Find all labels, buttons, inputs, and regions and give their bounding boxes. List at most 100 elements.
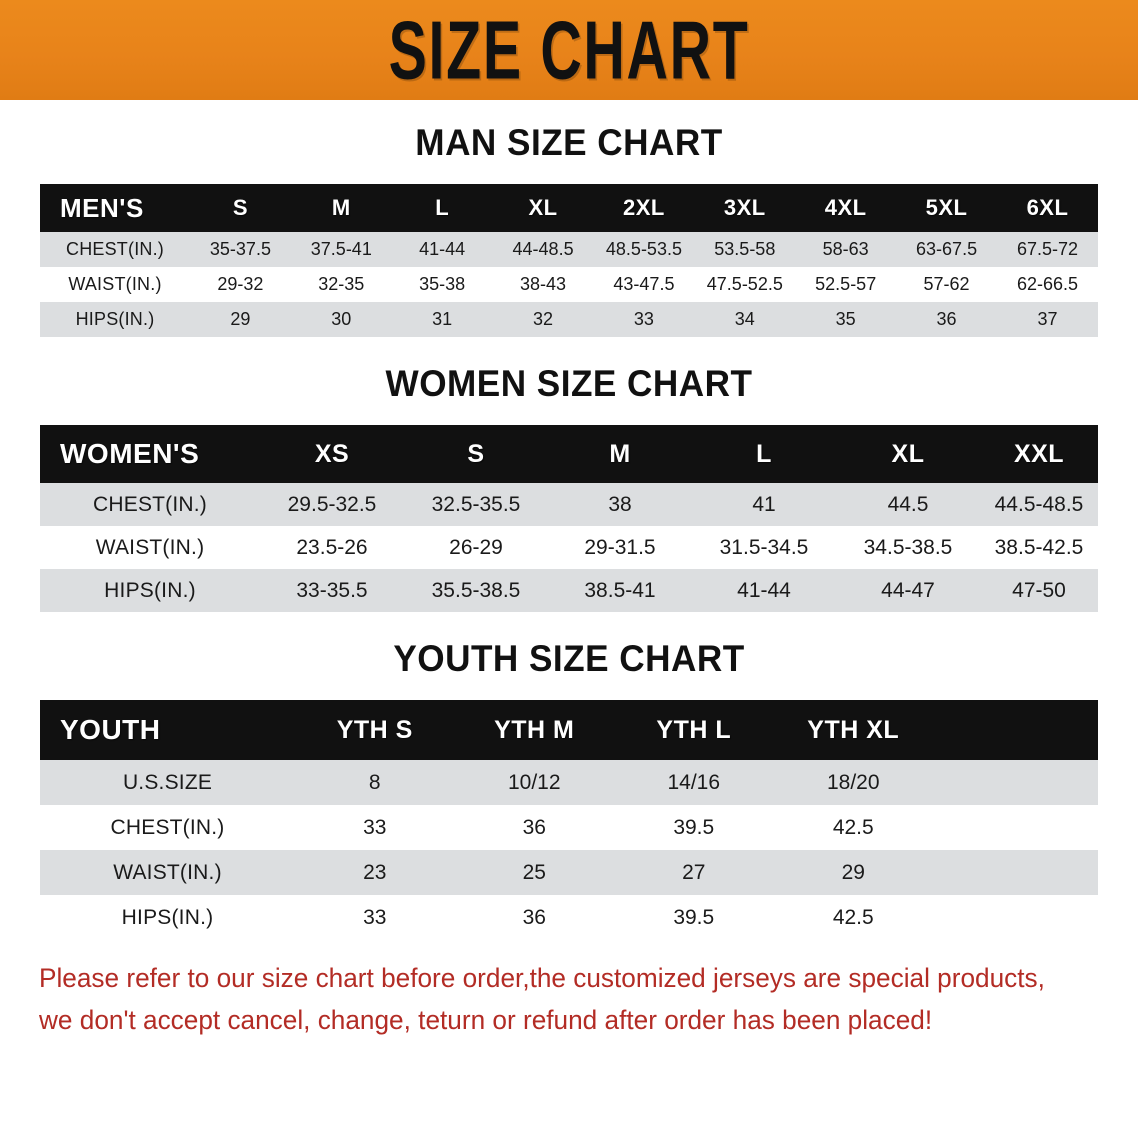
page-title: SIZE CHART <box>388 3 750 97</box>
man-header-row: MEN'S S M L XL 2XL 3XL 4XL 5XL 6XL <box>40 184 1098 232</box>
man-col-header-0: S <box>232 195 249 220</box>
youth-cell-3-3: 42.5 <box>773 895 933 940</box>
man-table-body: CHEST(IN.) 35-37.5 37.5-41 41-44 44-48.5… <box>40 232 1098 337</box>
women-cell-1-3: 31.5-34.5 <box>692 526 836 569</box>
page-banner: SIZE CHART <box>0 0 1138 100</box>
youth-cell-1-4 <box>933 805 1098 850</box>
man-col-header-1: M <box>331 195 351 220</box>
women-cell-2-0: 33-35.5 <box>260 569 404 612</box>
women-row-label-0: CHEST(IN.) <box>40 483 260 526</box>
women-col-header-5: XXL <box>1013 439 1065 468</box>
man-cell-2-3: 32 <box>492 302 594 337</box>
man-cell-0-8: 67.5-72 <box>997 232 1098 267</box>
table-row: HIPS(IN.) 33-35.5 35.5-38.5 38.5-41 41-4… <box>40 569 1098 612</box>
youth-row-label-3: HIPS(IN.) <box>40 895 295 940</box>
women-table-head: WOMEN'S XS S M L XL XXL <box>40 425 1098 483</box>
man-col-header-4: 2XL <box>623 195 665 220</box>
man-cell-1-4: 43-47.5 <box>593 267 695 302</box>
youth-cell-2-4 <box>933 850 1098 895</box>
youth-col-header-2: YTH L <box>656 715 732 744</box>
man-cell-1-7: 57-62 <box>896 267 997 302</box>
man-cell-1-6: 52.5-57 <box>795 267 897 302</box>
man-cell-0-4: 48.5-53.5 <box>593 232 695 267</box>
man-cell-0-6: 58-63 <box>795 232 897 267</box>
man-section-heading: MAN SIZE CHART <box>415 122 723 163</box>
youth-cell-3-1: 36 <box>454 895 614 940</box>
women-cell-2-2: 38.5-41 <box>548 569 692 612</box>
man-cell-1-8: 62-66.5 <box>997 267 1098 302</box>
table-row: CHEST(IN.) 29.5-32.5 32.5-35.5 38 41 44.… <box>40 483 1098 526</box>
man-cell-2-2: 31 <box>391 302 493 337</box>
women-col-header-1: S <box>467 439 485 468</box>
man-row-label-1: WAIST(IN.) <box>40 267 190 302</box>
table-row: U.S.SIZE 8 10/12 14/16 18/20 <box>40 760 1098 805</box>
man-col-header-2: L <box>435 195 450 220</box>
youth-cell-1-2: 39.5 <box>614 805 774 850</box>
youth-row-label-0: U.S.SIZE <box>40 760 295 805</box>
man-cell-0-0: 35-37.5 <box>190 232 291 267</box>
man-cell-1-2: 35-38 <box>391 267 493 302</box>
women-cell-1-0: 23.5-26 <box>260 526 404 569</box>
youth-cell-3-4 <box>933 895 1098 940</box>
man-cell-2-4: 33 <box>593 302 695 337</box>
women-section-heading: WOMEN SIZE CHART <box>385 363 753 404</box>
table-row: WAIST(IN.) 23.5-26 26-29 29-31.5 31.5-34… <box>40 526 1098 569</box>
table-row: CHEST(IN.) 33 36 39.5 42.5 <box>40 805 1098 850</box>
women-cell-2-1: 35.5-38.5 <box>404 569 548 612</box>
youth-table-body: U.S.SIZE 8 10/12 14/16 18/20 CHEST(IN.) … <box>40 760 1098 940</box>
women-col-header-4: XL <box>891 439 925 468</box>
women-cell-0-5: 44.5-48.5 <box>980 483 1098 526</box>
man-cell-2-6: 35 <box>795 302 897 337</box>
youth-cell-2-2: 27 <box>614 850 774 895</box>
youth-cell-2-1: 25 <box>454 850 614 895</box>
women-size-table-wrap: WOMEN'S XS S M L XL XXL CHEST(IN.) 29.5-… <box>40 425 1098 612</box>
footer-disclaimer-line-1: Please refer to our size chart before or… <box>39 963 1045 993</box>
youth-cell-3-0: 33 <box>295 895 455 940</box>
man-cell-0-2: 41-44 <box>391 232 493 267</box>
women-cell-0-4: 44.5 <box>836 483 980 526</box>
table-row: HIPS(IN.) 29 30 31 32 33 34 35 36 37 <box>40 302 1098 337</box>
man-lead-header: MEN'S <box>60 192 144 223</box>
man-cell-0-3: 44-48.5 <box>492 232 594 267</box>
women-size-table: WOMEN'S XS S M L XL XXL CHEST(IN.) 29.5-… <box>40 425 1098 612</box>
women-col-header-2: M <box>609 439 631 468</box>
youth-header-row: YOUTH YTH S YTH M YTH L YTH XL <box>40 700 1098 760</box>
man-cell-2-0: 29 <box>190 302 291 337</box>
women-lead-header: WOMEN'S <box>60 438 200 469</box>
women-cell-1-5: 38.5-42.5 <box>980 526 1098 569</box>
women-cell-0-0: 29.5-32.5 <box>260 483 404 526</box>
table-row: HIPS(IN.) 33 36 39.5 42.5 <box>40 895 1098 940</box>
man-cell-2-8: 37 <box>997 302 1098 337</box>
women-cell-0-2: 38 <box>548 483 692 526</box>
women-col-header-0: XS <box>314 439 350 468</box>
man-col-header-6: 4XL <box>824 195 867 220</box>
man-cell-1-0: 29-32 <box>190 267 291 302</box>
women-cell-0-3: 41 <box>692 483 836 526</box>
women-col-header-3: L <box>756 439 772 468</box>
youth-row-label-1: CHEST(IN.) <box>40 805 295 850</box>
man-cell-2-7: 36 <box>896 302 997 337</box>
footer-disclaimer-line-2: we don't accept cancel, change, teturn o… <box>39 1004 933 1035</box>
man-cell-2-1: 30 <box>290 302 392 337</box>
youth-size-table-wrap: YOUTH YTH S YTH M YTH L YTH XL U.S.SIZE … <box>40 700 1098 940</box>
footer-disclaimer: Please refer to our size chart before or… <box>39 958 1067 1042</box>
youth-table-head: YOUTH YTH S YTH M YTH L YTH XL <box>40 700 1098 760</box>
youth-section-heading: YOUTH SIZE CHART <box>393 638 745 679</box>
man-cell-0-7: 63-67.5 <box>896 232 997 267</box>
youth-col-header-3: YTH XL <box>807 715 900 744</box>
women-cell-2-4: 44-47 <box>836 569 980 612</box>
youth-col-header-1: YTH M <box>494 715 575 744</box>
youth-cell-2-3: 29 <box>773 850 933 895</box>
women-cell-1-1: 26-29 <box>404 526 548 569</box>
youth-cell-0-2: 14/16 <box>614 760 774 805</box>
man-col-header-3: XL <box>528 195 558 220</box>
women-cell-1-4: 34.5-38.5 <box>836 526 980 569</box>
youth-cell-0-1: 10/12 <box>454 760 614 805</box>
man-col-header-7: 5XL <box>925 195 968 220</box>
women-row-label-2: HIPS(IN.) <box>40 569 260 612</box>
youth-cell-1-1: 36 <box>454 805 614 850</box>
youth-cell-0-3: 18/20 <box>773 760 933 805</box>
youth-cell-2-0: 23 <box>295 850 455 895</box>
youth-row-label-2: WAIST(IN.) <box>40 850 295 895</box>
man-col-header-8: 6XL <box>1026 195 1069 220</box>
